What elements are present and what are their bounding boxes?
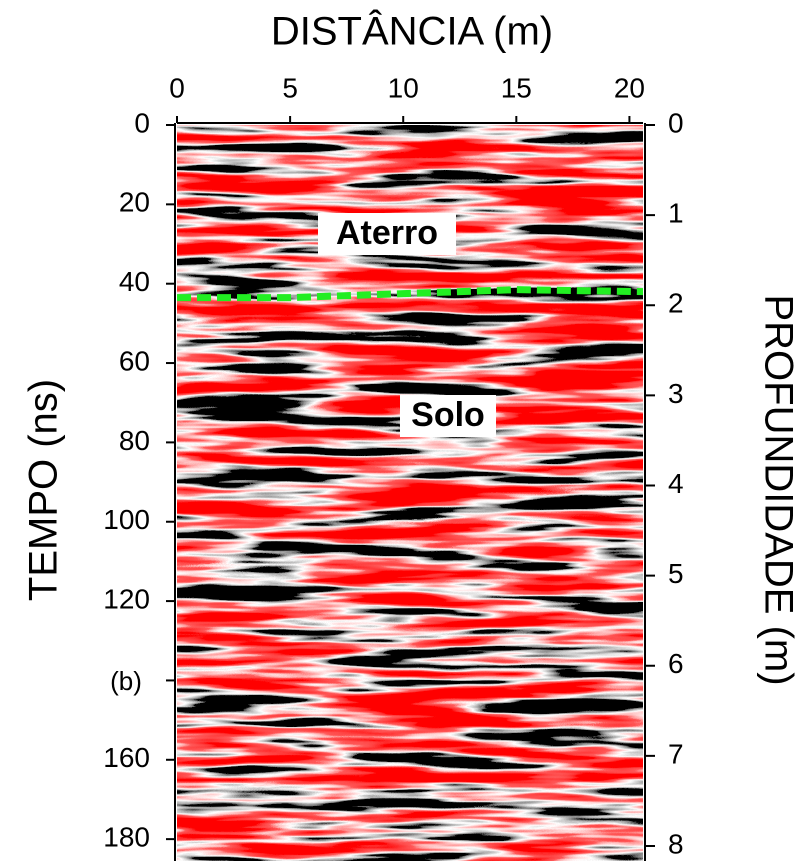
y-tick-label: 20 (119, 187, 150, 218)
y-tick-label: 80 (119, 425, 150, 456)
y2-tick-label: 1 (668, 198, 684, 229)
annotation: Solo (411, 396, 485, 434)
y2-tick-label: 3 (668, 378, 684, 409)
x-axis-label: DISTÂNCIA (m) (271, 9, 553, 54)
y-tick-label: 120 (103, 583, 150, 614)
x-tick-label: 5 (282, 72, 298, 103)
y-tick-label: 160 (103, 742, 150, 773)
y-tick-label: 0 (134, 107, 150, 138)
panel-label: (b) (110, 666, 142, 696)
y2-axis-label: PROFUNDIDADE (m) (756, 294, 800, 685)
y2-tick-label: 4 (668, 468, 684, 499)
annotation-box (318, 213, 456, 255)
y2-tick-label: 8 (668, 828, 684, 859)
y-tick-label: 100 (103, 504, 150, 535)
annotation: Aterro (336, 214, 438, 252)
y2-tick-label: 0 (668, 107, 684, 138)
annotation-box (400, 395, 496, 437)
y2-tick-label: 6 (668, 648, 684, 679)
annotation-box (100, 666, 152, 700)
x-tick-label: 0 (169, 72, 185, 103)
y2-tick-label: 2 (668, 288, 684, 319)
y-axis-label: TEMPO (ns) (22, 379, 66, 601)
marks (177, 286, 643, 302)
y-tick-label: 40 (119, 266, 150, 297)
y2-tick-label: 7 (668, 738, 684, 769)
x-tick-label: 20 (614, 72, 645, 103)
interface-line (177, 286, 643, 302)
x-tick-label: 15 (501, 72, 532, 103)
y-tick-label: 60 (119, 345, 150, 376)
ticks: 0510152002040608010012014016018001234567… (103, 72, 683, 859)
y-tick-label: 180 (103, 822, 150, 853)
y2-tick-label: 5 (668, 558, 684, 589)
x-tick-label: 10 (388, 72, 419, 103)
